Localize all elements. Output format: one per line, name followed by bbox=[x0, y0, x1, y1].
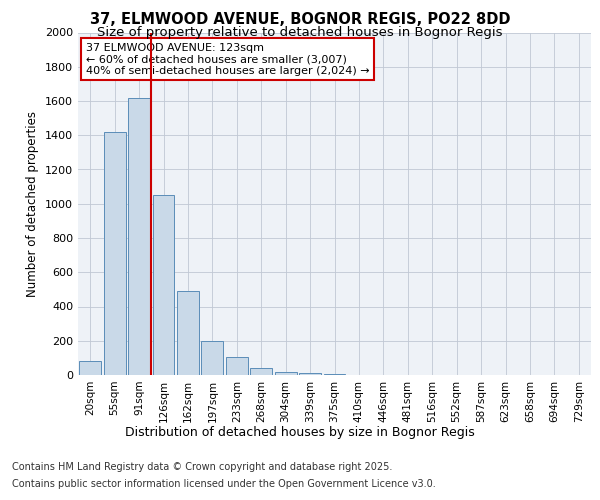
Bar bbox=[177, 291, 199, 375]
Text: Contains public sector information licensed under the Open Government Licence v3: Contains public sector information licen… bbox=[12, 479, 436, 489]
Text: 37 ELMWOOD AVENUE: 123sqm
← 60% of detached houses are smaller (3,007)
40% of se: 37 ELMWOOD AVENUE: 123sqm ← 60% of detac… bbox=[86, 43, 370, 76]
Bar bbox=[323, 374, 346, 375]
Bar bbox=[226, 357, 248, 375]
Bar bbox=[299, 374, 321, 375]
Text: Contains HM Land Registry data © Crown copyright and database right 2025.: Contains HM Land Registry data © Crown c… bbox=[12, 462, 392, 472]
Bar bbox=[250, 368, 272, 375]
Bar bbox=[152, 195, 175, 375]
Text: Distribution of detached houses by size in Bognor Regis: Distribution of detached houses by size … bbox=[125, 426, 475, 439]
Bar bbox=[79, 362, 101, 375]
Text: 37, ELMWOOD AVENUE, BOGNOR REGIS, PO22 8DD: 37, ELMWOOD AVENUE, BOGNOR REGIS, PO22 8… bbox=[90, 12, 510, 28]
Text: Size of property relative to detached houses in Bognor Regis: Size of property relative to detached ho… bbox=[97, 26, 503, 39]
Y-axis label: Number of detached properties: Number of detached properties bbox=[26, 111, 40, 296]
Bar bbox=[275, 372, 296, 375]
Bar bbox=[202, 341, 223, 375]
Bar bbox=[128, 98, 150, 375]
Bar bbox=[104, 132, 125, 375]
